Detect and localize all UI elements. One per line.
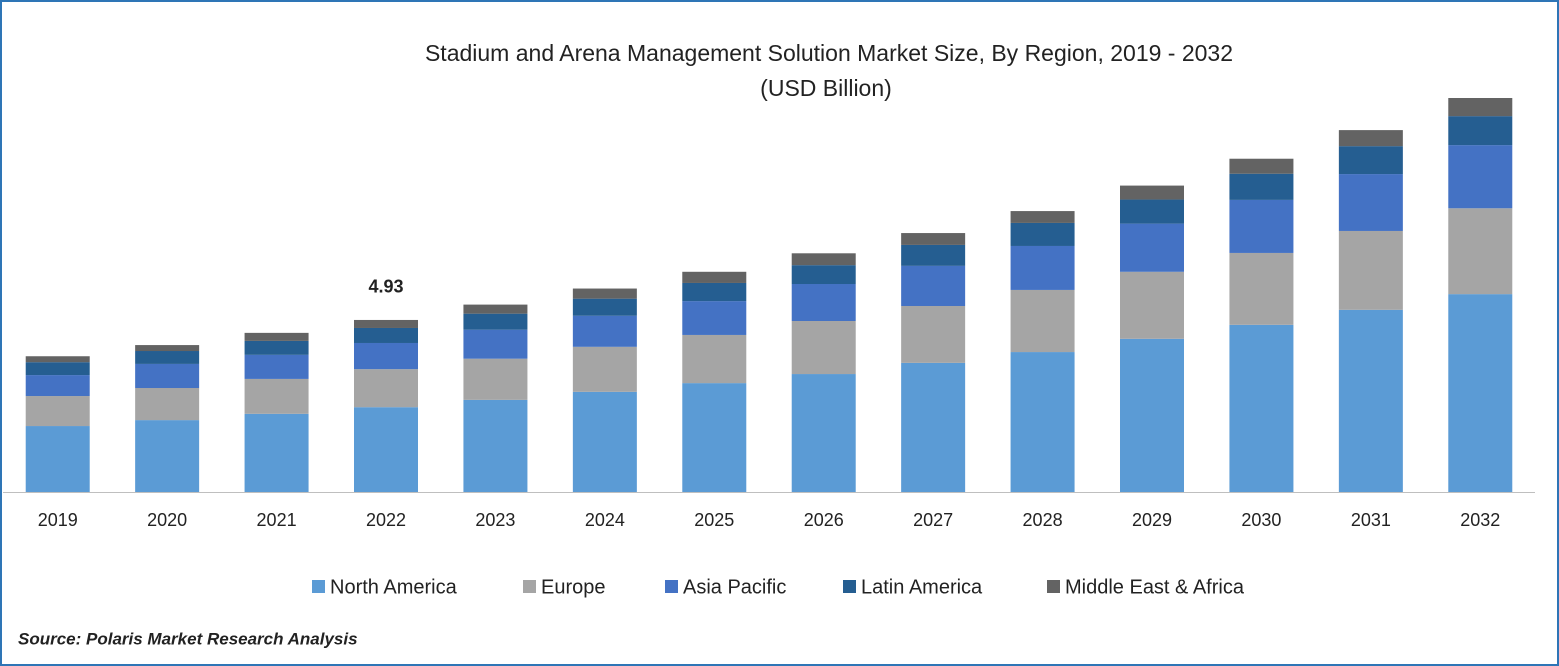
bar-segment: [1338, 146, 1403, 175]
chart-subtitle: (USD Billion): [760, 75, 892, 101]
bar-segment: [244, 354, 309, 379]
bar-segment: [244, 332, 309, 341]
bar-segment: [1338, 130, 1403, 147]
bar-segment: [1229, 252, 1294, 325]
bar-segment: [354, 407, 418, 492]
x-tick-label: 2024: [585, 510, 625, 530]
bar-segment: [135, 388, 200, 421]
bar-segment: [354, 327, 418, 343]
bar-segment: [1010, 222, 1075, 246]
legend-swatch: [523, 580, 536, 593]
bar-segment: [25, 356, 90, 363]
bar-segment: [1010, 352, 1075, 492]
bar-segment: [1448, 116, 1513, 146]
legend-label: Latin America: [861, 576, 983, 598]
bar-segment: [682, 334, 747, 384]
x-tick-label: 2023: [475, 510, 515, 530]
bar-segment: [901, 362, 966, 492]
bar-segment: [572, 288, 637, 299]
x-tick-label: 2032: [1460, 510, 1500, 530]
bar-segment: [354, 342, 418, 370]
x-tick-label: 2026: [804, 510, 844, 530]
x-tick-label: 2030: [1241, 510, 1281, 530]
x-tick-label: 2025: [694, 510, 734, 530]
bar-segment: [244, 413, 309, 492]
bar-segment: [1120, 223, 1184, 272]
bar-segment: [791, 374, 856, 492]
bar-segment: [572, 346, 637, 392]
x-tick-label: 2028: [1023, 510, 1063, 530]
bar-segment: [901, 233, 966, 245]
legend-swatch: [312, 580, 325, 593]
bar-segment: [572, 298, 637, 316]
bar-segment: [1120, 271, 1184, 339]
legend-swatch: [1047, 580, 1060, 593]
bar-segment: [1010, 245, 1075, 290]
bar-segment: [682, 301, 747, 335]
x-tick-label: 2019: [38, 510, 78, 530]
x-tick-label: 2022: [366, 510, 406, 530]
bar-segment: [1120, 338, 1184, 492]
bar-segment: [135, 420, 200, 492]
bar-segment: [901, 265, 966, 306]
bar-segment: [1229, 199, 1294, 253]
bar-segment: [1229, 324, 1294, 492]
bar-segment: [1229, 173, 1294, 200]
legend-label: Europe: [541, 576, 606, 598]
bar-segment: [901, 244, 966, 266]
bar-segment: [1120, 185, 1184, 200]
bar-segment: [244, 378, 309, 414]
bar-segment: [1338, 230, 1403, 310]
x-tick-label: 2027: [913, 510, 953, 530]
legend-swatch: [843, 580, 856, 593]
bar-segment: [572, 391, 637, 492]
bar-segment: [135, 363, 200, 389]
bar-segment: [25, 362, 90, 376]
chart-title: Stadium and Arena Management Solution Ma…: [425, 40, 1233, 66]
bar-segment: [135, 345, 200, 352]
bar-segment: [463, 399, 528, 492]
bar-segment: [1448, 145, 1513, 209]
bar-segment: [463, 313, 528, 330]
bar-segment: [463, 304, 528, 314]
x-tick-label: 2031: [1351, 510, 1391, 530]
bar-segment: [1338, 309, 1403, 492]
bar-segment: [463, 329, 528, 359]
bar-segment: [1448, 98, 1513, 117]
bar-segment: [682, 271, 747, 283]
bar-segment: [1120, 199, 1184, 224]
legend-label: North America: [330, 576, 458, 598]
legend-swatch: [665, 580, 678, 593]
bar-segment: [25, 426, 90, 492]
bar-segment: [354, 319, 418, 328]
bar-segment: [1448, 208, 1513, 295]
bar-segment: [901, 305, 966, 363]
bar-segment: [244, 340, 309, 355]
bar-segment: [1229, 158, 1294, 174]
source: Source: Polaris Market Research Analysis: [18, 629, 358, 648]
x-tick-label: 2020: [147, 510, 187, 530]
bar-segment: [135, 351, 200, 364]
bar-segment: [1448, 294, 1513, 492]
legend-label: Middle East & Africa: [1065, 576, 1245, 598]
bar-segment: [25, 375, 90, 397]
bar-segment: [25, 396, 90, 427]
bar-segment: [682, 282, 747, 302]
data-label: 4.93: [368, 277, 403, 297]
bar-segment: [1010, 211, 1075, 223]
bar-segment: [791, 320, 856, 375]
bar-segment: [1010, 289, 1075, 353]
bar-segment: [682, 383, 747, 492]
bar-segment: [791, 284, 856, 321]
bar-segment: [791, 253, 856, 266]
legend-label: Asia Pacific: [683, 576, 786, 598]
bar-segment: [463, 358, 528, 400]
x-tick-label: 2029: [1132, 510, 1172, 530]
x-tick-label: 2021: [257, 510, 297, 530]
bar-segment: [354, 369, 418, 408]
bar-segment: [791, 265, 856, 285]
bar-segment: [1338, 174, 1403, 231]
bar-segment: [572, 315, 637, 347]
